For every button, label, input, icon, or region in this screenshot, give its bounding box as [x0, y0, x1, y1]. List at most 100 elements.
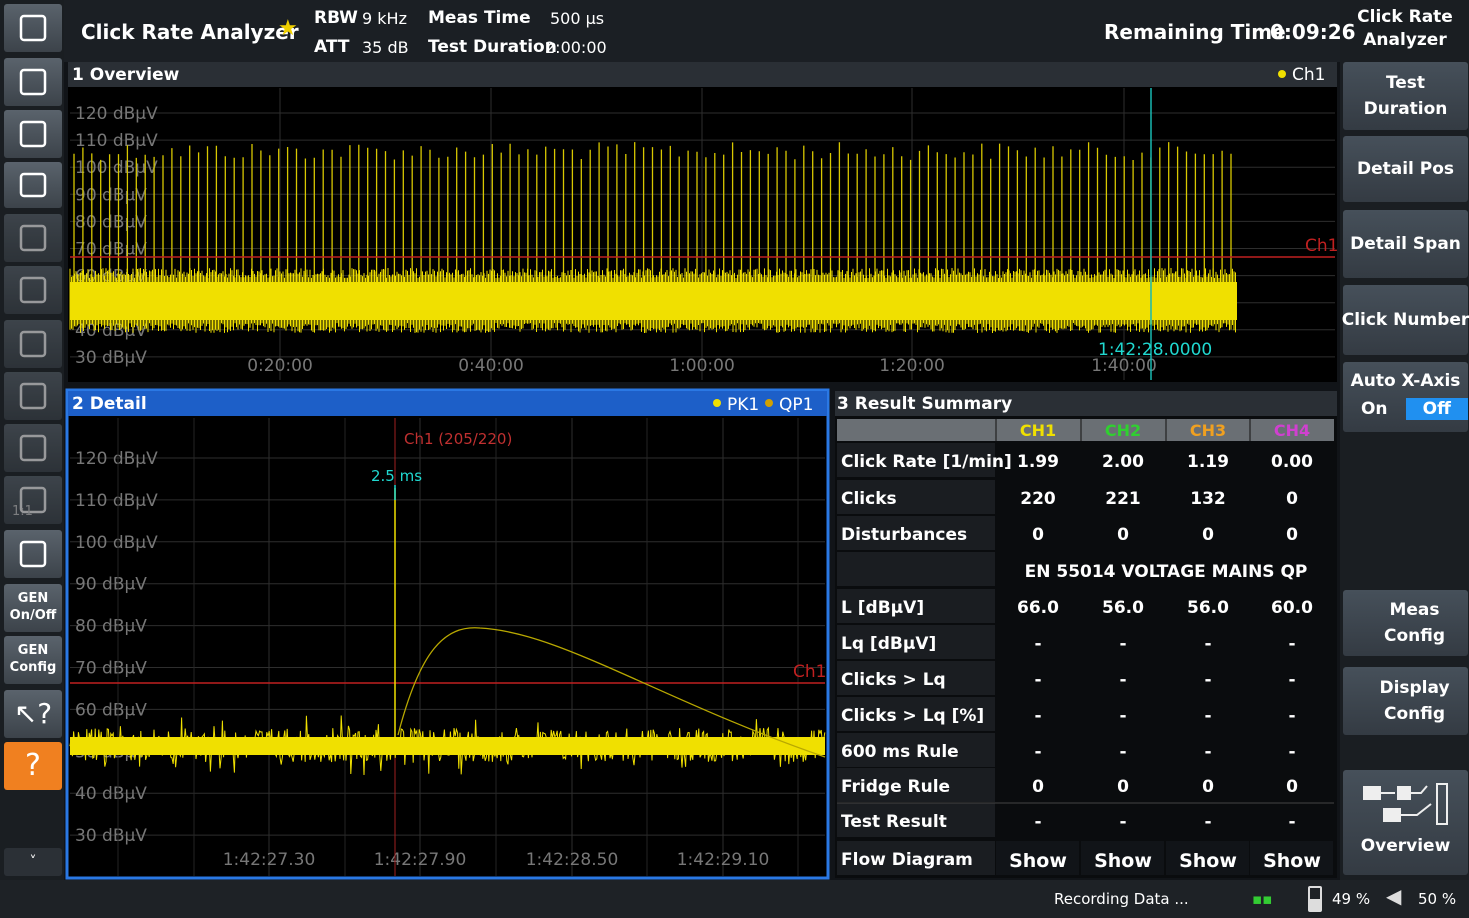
cell-value: 1.19 — [1187, 452, 1229, 472]
value: 35 dB — [362, 38, 409, 57]
softkey-title: Click Rate Analyzer — [1342, 6, 1468, 52]
show-button[interactable] — [1250, 841, 1333, 875]
legend-dot — [1278, 70, 1286, 78]
row-bg — [837, 733, 995, 767]
cell-value[interactable]: Show — [1179, 850, 1237, 872]
overview-title-bar — [68, 62, 1337, 87]
row-bg — [837, 589, 995, 623]
y-tick-label: 80 dBµV — [75, 212, 147, 232]
y-tick-label: 110 dBµV — [75, 491, 158, 511]
toolbar-button[interactable] — [4, 372, 62, 420]
cell-value: 56.0 — [1102, 598, 1144, 618]
y-tick-label: 110 dBµV — [75, 131, 158, 151]
text: Click Number — [1341, 310, 1469, 330]
cell-value: - — [1288, 670, 1295, 690]
results-title-bar — [835, 391, 1337, 416]
test-duration-key[interactable]: Test Duration — [1343, 62, 1468, 130]
cell-value: - — [1204, 634, 1211, 654]
row-label: Clicks — [841, 489, 897, 509]
meas-config-key[interactable]: Meas Config — [1343, 590, 1468, 656]
cell-value: - — [1034, 812, 1041, 832]
display-config-key[interactable]: Display Config — [1343, 667, 1468, 735]
x-tick-label: 1:42:27.30 — [223, 850, 316, 870]
text: Click Rate — [1357, 7, 1453, 27]
icon — [19, 120, 47, 148]
y-tick-label: 60 dBµV — [75, 267, 147, 287]
show-button[interactable] — [1081, 841, 1164, 875]
text: Overview — [1360, 836, 1451, 856]
cell-value: - — [1119, 706, 1126, 726]
toolbar-button[interactable]: 1:1 — [4, 476, 62, 524]
row-label: Click Rate [1/min] — [841, 452, 1012, 472]
expand-button[interactable]: ˅ — [4, 848, 62, 876]
cell-value: 66.0 — [1017, 598, 1059, 618]
text: Test — [1385, 73, 1426, 93]
show-button[interactable] — [1166, 841, 1249, 875]
speaker-icon: ◀ — [1386, 884, 1402, 908]
toolbar-button[interactable] — [4, 424, 62, 472]
cell-value[interactable]: Show — [1094, 850, 1152, 872]
cell-value: 2.00 — [1102, 452, 1144, 472]
icon — [19, 540, 47, 568]
row-label: Flow Diagram — [841, 850, 973, 870]
x-tick-label: 1:20:00 — [879, 356, 945, 376]
toolbar-button[interactable] — [4, 4, 62, 52]
pk-trace — [69, 715, 826, 776]
text: On/Off — [9, 608, 57, 623]
y-tick-label: 60 dBµV — [75, 700, 147, 720]
text: Config — [9, 660, 57, 675]
detail-span-key[interactable]: Detail Span — [1343, 210, 1468, 278]
row-label: Clicks > Lq — [841, 670, 946, 690]
cell-value: 56.0 — [1187, 598, 1229, 618]
cell-value: 0 — [1117, 777, 1129, 797]
toolbar-button[interactable] — [4, 266, 62, 314]
toolbar-button[interactable] — [4, 530, 62, 578]
icon — [19, 486, 47, 514]
label: Test Duration — [428, 37, 557, 57]
icon — [19, 14, 47, 42]
x-tick-label: 0:20:00 — [247, 356, 313, 376]
cell-value: 1.99 — [1017, 452, 1059, 472]
help-button[interactable]: ? — [4, 742, 62, 790]
toolbar-button[interactable] — [4, 162, 62, 208]
text: Analyzer — [1363, 30, 1447, 50]
toolbar-button[interactable] — [4, 110, 62, 158]
limit-label: Ch1 — [793, 662, 826, 682]
click-number-key[interactable]: Click Number — [1341, 285, 1469, 355]
gen-config-button[interactable]: GEN Config — [4, 636, 62, 684]
legend-dot — [765, 399, 773, 407]
annotation: Ch1 (205/220) — [404, 430, 512, 448]
cell-value[interactable]: Show — [1009, 850, 1067, 872]
cell-value: - — [1288, 634, 1295, 654]
x-tick-label: 1:42:29.10 — [677, 850, 770, 870]
toggle-off[interactable]: Off — [1405, 398, 1468, 420]
toggle-on[interactable]: On — [1360, 399, 1388, 419]
help-pointer-button[interactable]: ↖? — [4, 690, 62, 738]
battery-icon — [1308, 886, 1322, 912]
overview-key[interactable]: Overview — [1343, 770, 1468, 875]
auto-x-axis-key[interactable]: Auto X-Axis On Off — [1343, 362, 1468, 432]
value: 9 kHz — [362, 9, 407, 28]
cell-value: - — [1034, 706, 1041, 726]
cell-value: - — [1204, 742, 1211, 762]
cell-value[interactable]: Show — [1263, 850, 1321, 872]
toolbar-button[interactable] — [4, 214, 62, 262]
value: 500 µs — [550, 9, 605, 28]
row-label: Clicks > Lq [%] — [841, 706, 984, 726]
qp-trace — [397, 627, 826, 758]
y-tick-label: 90 dBµV — [75, 185, 147, 205]
y-tick-label: 40 dBµV — [75, 321, 147, 341]
cell-value: 221 — [1105, 489, 1141, 509]
row-bg — [837, 841, 995, 875]
toolbar-button[interactable] — [4, 58, 62, 106]
show-button[interactable] — [996, 841, 1079, 875]
click-spikes — [73, 142, 1232, 300]
gen-onoff-button[interactable]: GEN On/Off — [4, 584, 62, 632]
row-bg — [837, 552, 995, 586]
volume-status: 50 % — [1418, 890, 1457, 908]
column-header: CH1 — [1020, 421, 1056, 440]
detail-pos-key[interactable]: Detail Pos — [1343, 136, 1468, 202]
toolbar-button[interactable] — [4, 320, 62, 368]
cell-value: 60.0 — [1271, 598, 1313, 618]
